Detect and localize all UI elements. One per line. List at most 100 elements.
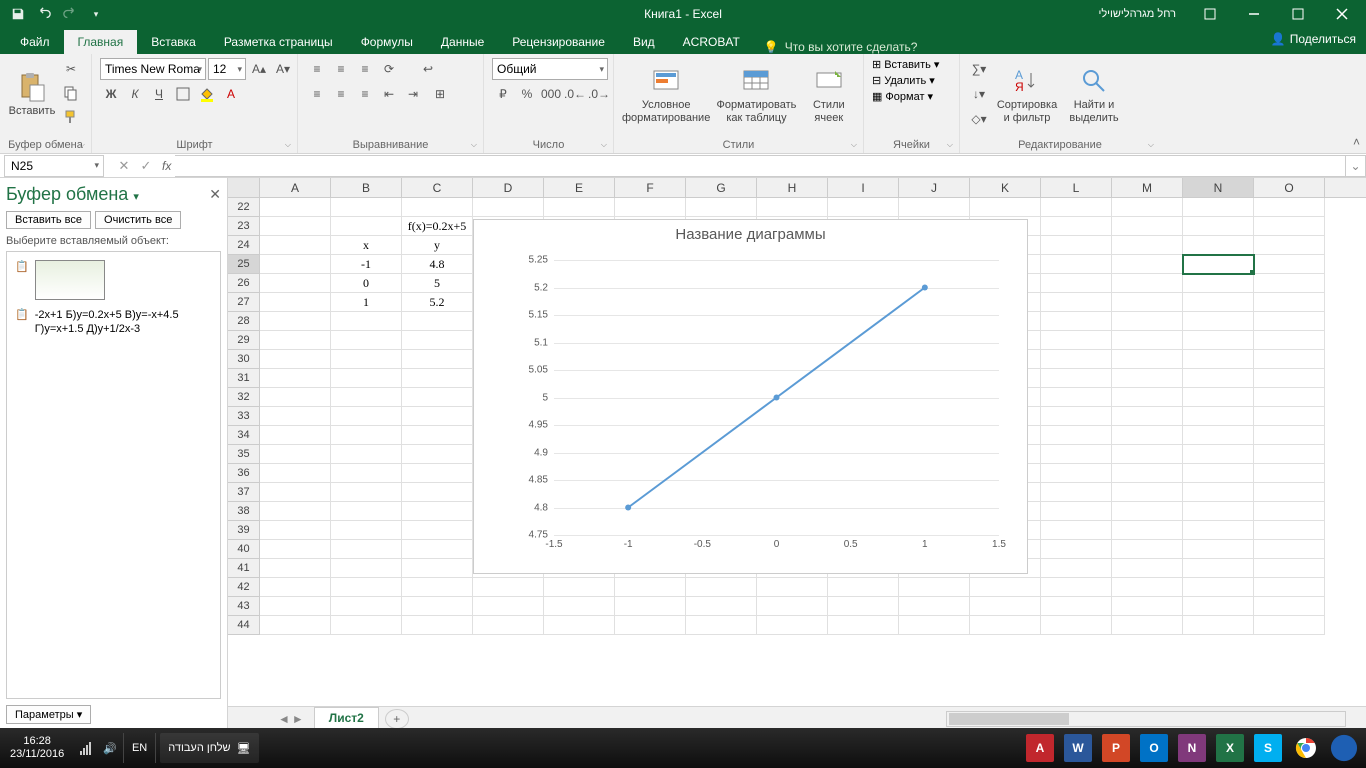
cell[interactable] bbox=[1041, 312, 1112, 331]
cell[interactable] bbox=[1112, 198, 1183, 217]
cell[interactable] bbox=[1254, 540, 1325, 559]
taskbar-clock[interactable]: 16:28 23/11/2016 bbox=[0, 735, 74, 761]
cell[interactable] bbox=[1041, 388, 1112, 407]
cell[interactable] bbox=[402, 369, 473, 388]
cell[interactable] bbox=[1112, 502, 1183, 521]
cell[interactable] bbox=[1254, 578, 1325, 597]
column-header[interactable]: G bbox=[686, 178, 757, 197]
cell[interactable] bbox=[544, 597, 615, 616]
save-icon[interactable] bbox=[6, 2, 30, 26]
cell[interactable] bbox=[1112, 369, 1183, 388]
tab-view[interactable]: Вид bbox=[619, 30, 669, 54]
close-pane-icon[interactable]: ✕ bbox=[209, 186, 221, 203]
tab-file[interactable]: Файл bbox=[6, 30, 64, 54]
cell[interactable] bbox=[1041, 407, 1112, 426]
cell[interactable] bbox=[1112, 483, 1183, 502]
cell[interactable] bbox=[686, 198, 757, 217]
cell[interactable] bbox=[402, 350, 473, 369]
tab-acrobat[interactable]: ACROBAT bbox=[669, 30, 754, 54]
row-header[interactable]: 28 bbox=[228, 312, 260, 331]
cell[interactable] bbox=[1254, 388, 1325, 407]
qat-dropdown-icon[interactable]: ▾ bbox=[84, 2, 108, 26]
formula-input[interactable] bbox=[175, 155, 1346, 177]
cell[interactable] bbox=[757, 597, 828, 616]
underline-icon[interactable]: Ч bbox=[148, 83, 170, 105]
cell[interactable] bbox=[1041, 559, 1112, 578]
cell[interactable] bbox=[331, 464, 402, 483]
cell[interactable] bbox=[1254, 331, 1325, 350]
cancel-formula-icon[interactable]: ✕ bbox=[116, 158, 132, 174]
fill-color-icon[interactable] bbox=[196, 83, 218, 105]
cell[interactable] bbox=[757, 616, 828, 635]
tab-formulas[interactable]: Формулы bbox=[347, 30, 427, 54]
align-middle-icon[interactable]: ≡ bbox=[330, 58, 352, 80]
paste-all-button[interactable]: Вставить все bbox=[6, 211, 91, 229]
share-button[interactable]: 👤 Поделиться bbox=[1271, 32, 1356, 46]
cell[interactable] bbox=[260, 236, 331, 255]
cut-icon[interactable]: ✂ bbox=[60, 58, 82, 80]
cell[interactable] bbox=[970, 198, 1041, 217]
chrome-icon[interactable] bbox=[1292, 734, 1320, 762]
cell[interactable] bbox=[402, 616, 473, 635]
comma-icon[interactable]: 000 bbox=[540, 83, 562, 105]
cell[interactable] bbox=[544, 578, 615, 597]
column-header[interactable]: H bbox=[757, 178, 828, 197]
cell[interactable] bbox=[331, 369, 402, 388]
cell[interactable] bbox=[1112, 616, 1183, 635]
grow-font-icon[interactable]: A▴ bbox=[248, 58, 270, 80]
cell[interactable] bbox=[402, 445, 473, 464]
column-header[interactable]: A bbox=[260, 178, 331, 197]
cell[interactable] bbox=[1183, 540, 1254, 559]
cell[interactable] bbox=[970, 597, 1041, 616]
cell[interactable] bbox=[1041, 502, 1112, 521]
cell[interactable] bbox=[402, 483, 473, 502]
cell[interactable] bbox=[402, 312, 473, 331]
bold-icon[interactable]: Ж bbox=[100, 83, 122, 105]
cell[interactable] bbox=[686, 578, 757, 597]
cell[interactable] bbox=[1041, 369, 1112, 388]
sheet-tab[interactable]: Лист2 bbox=[314, 707, 379, 730]
cell[interactable] bbox=[260, 217, 331, 236]
cell[interactable] bbox=[1183, 217, 1254, 236]
maximize-icon[interactable] bbox=[1278, 0, 1318, 28]
cell[interactable] bbox=[970, 616, 1041, 635]
cell[interactable] bbox=[260, 464, 331, 483]
cell[interactable] bbox=[1041, 597, 1112, 616]
params-button[interactable]: Параметры ▾ bbox=[6, 705, 91, 724]
cell[interactable] bbox=[260, 407, 331, 426]
align-center-icon[interactable]: ≡ bbox=[330, 83, 352, 105]
cell[interactable] bbox=[1254, 274, 1325, 293]
cell[interactable] bbox=[402, 426, 473, 445]
cell[interactable] bbox=[260, 483, 331, 502]
cell[interactable] bbox=[544, 616, 615, 635]
cell[interactable] bbox=[1183, 407, 1254, 426]
cell[interactable] bbox=[260, 578, 331, 597]
cell[interactable]: x bbox=[331, 236, 402, 255]
cell[interactable] bbox=[1254, 217, 1325, 236]
outlook-icon[interactable]: O bbox=[1140, 734, 1168, 762]
cell[interactable] bbox=[1254, 521, 1325, 540]
cell[interactable] bbox=[1183, 597, 1254, 616]
row-header[interactable]: 38 bbox=[228, 502, 260, 521]
cell[interactable] bbox=[1041, 198, 1112, 217]
decrease-decimal-icon[interactable]: .0→ bbox=[588, 83, 610, 105]
onenote-icon[interactable]: N bbox=[1178, 734, 1206, 762]
cell[interactable] bbox=[260, 616, 331, 635]
row-header[interactable]: 32 bbox=[228, 388, 260, 407]
expand-formula-icon[interactable]: ⌄ bbox=[1346, 155, 1366, 177]
ribbon-options-icon[interactable] bbox=[1190, 0, 1230, 28]
cell[interactable] bbox=[331, 388, 402, 407]
cell[interactable] bbox=[970, 578, 1041, 597]
fx-icon[interactable]: fx bbox=[162, 159, 175, 173]
cell[interactable] bbox=[1183, 255, 1254, 274]
tab-insert[interactable]: Вставка bbox=[137, 30, 210, 54]
column-header[interactable]: D bbox=[473, 178, 544, 197]
cell[interactable] bbox=[1254, 407, 1325, 426]
tell-me-search[interactable]: 💡 Что вы хотите сделать? bbox=[764, 40, 918, 54]
cell[interactable] bbox=[686, 597, 757, 616]
cell[interactable] bbox=[331, 597, 402, 616]
cell[interactable] bbox=[1041, 426, 1112, 445]
word-icon[interactable]: W bbox=[1064, 734, 1092, 762]
cell[interactable] bbox=[757, 198, 828, 217]
row-header[interactable]: 26 bbox=[228, 274, 260, 293]
